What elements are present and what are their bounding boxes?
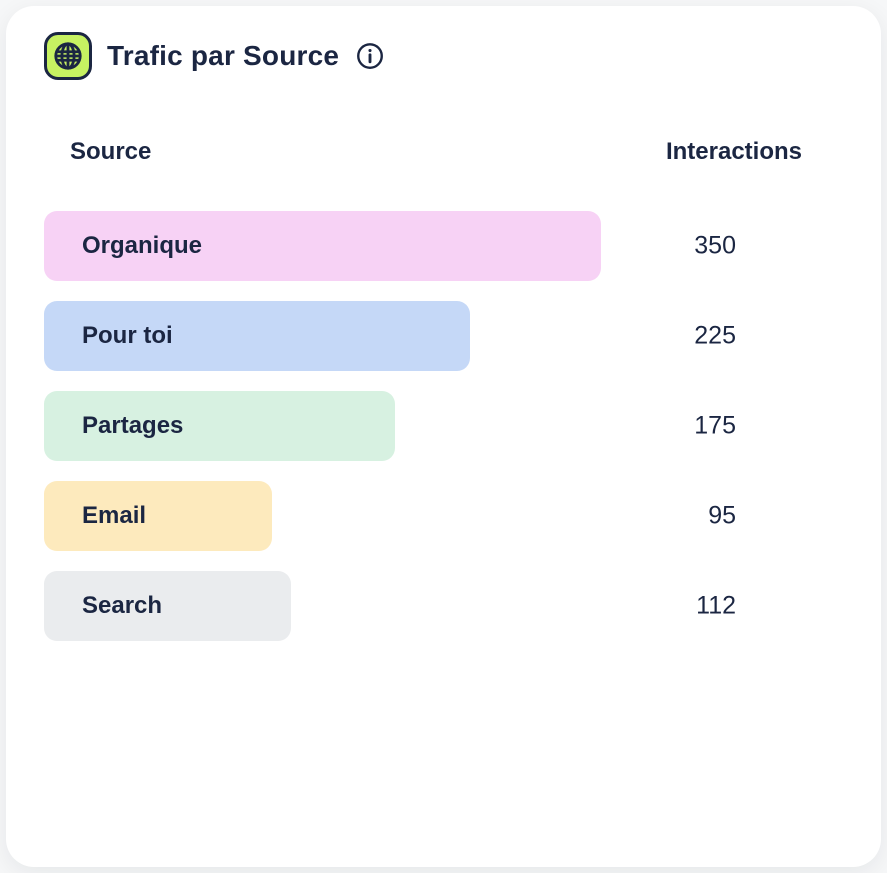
- source-label: Search: [82, 592, 163, 619]
- bar-pour-toi[interactable]: Pour toi: [44, 301, 470, 371]
- bar-email[interactable]: Email: [44, 481, 272, 551]
- card-title: Trafic par Source: [107, 40, 340, 71]
- interactions-value: 112: [696, 591, 736, 620]
- bar-search[interactable]: Search: [44, 571, 291, 641]
- interactions-value: 95: [708, 501, 736, 530]
- interactions-value: 175: [694, 411, 736, 440]
- source-label: Email: [82, 502, 147, 529]
- interactions-column-header: Interactions: [665, 138, 802, 165]
- traffic-by-source-card: Trafic par Source Source Interactions Or…: [6, 6, 881, 867]
- source-label: Pour toi: [82, 322, 173, 349]
- table-row-organique: Organique 350: [44, 211, 843, 281]
- table-header-row: Source Interactions: [44, 138, 843, 166]
- bar-partages[interactable]: Partages: [44, 391, 395, 461]
- source-column-header: Source: [70, 138, 152, 165]
- table-row-email: Email 95: [44, 481, 843, 551]
- info-icon[interactable]: [355, 41, 385, 71]
- card-header: Trafic par Source: [44, 32, 843, 80]
- table-row-partages: Partages 175: [44, 391, 843, 461]
- interactions-value: 350: [694, 231, 736, 260]
- table-row-pour-toi: Pour toi 225: [44, 301, 843, 371]
- interactions-value: 225: [694, 321, 736, 350]
- source-rows: Organique 350 Pour toi 225 Partages 175 …: [44, 211, 843, 641]
- source-label: Partages: [82, 412, 184, 439]
- globe-icon: [44, 32, 92, 80]
- bar-organique[interactable]: Organique: [44, 211, 601, 281]
- table-row-search: Search 112: [44, 571, 843, 641]
- source-label: Organique: [82, 232, 203, 259]
